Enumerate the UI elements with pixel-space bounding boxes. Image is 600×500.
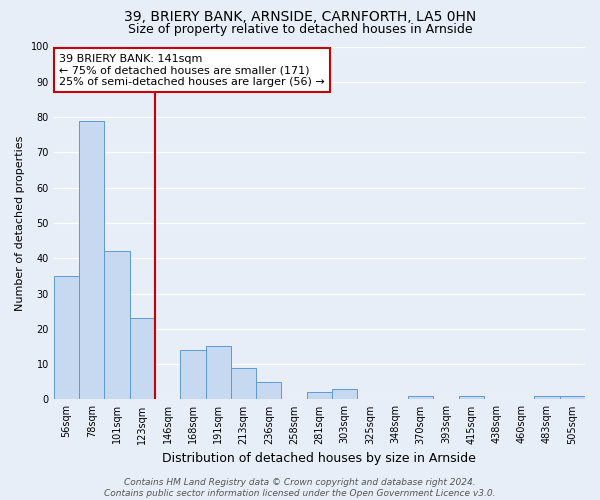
Text: Contains HM Land Registry data © Crown copyright and database right 2024.
Contai: Contains HM Land Registry data © Crown c… (104, 478, 496, 498)
Y-axis label: Number of detached properties: Number of detached properties (15, 136, 25, 310)
Bar (560, 396, 585, 400)
Bar (535, 396, 560, 400)
Text: 39, BRIERY BANK, ARNSIDE, CARNFORTH, LA5 0HN: 39, BRIERY BANK, ARNSIDE, CARNFORTH, LA5… (124, 10, 476, 24)
Bar (79, 120, 104, 400)
Bar (180, 350, 206, 400)
X-axis label: Distribution of detached houses by size in Arnside: Distribution of detached houses by size … (163, 452, 476, 465)
Bar (206, 346, 231, 400)
Bar (130, 318, 155, 400)
Bar (231, 368, 256, 400)
Bar (408, 396, 433, 400)
Bar (54, 276, 79, 400)
Text: Size of property relative to detached houses in Arnside: Size of property relative to detached ho… (128, 22, 472, 36)
Bar (332, 389, 358, 400)
Bar (256, 382, 281, 400)
Bar (307, 392, 332, 400)
Bar (458, 396, 484, 400)
Text: 39 BRIERY BANK: 141sqm
← 75% of detached houses are smaller (171)
25% of semi-de: 39 BRIERY BANK: 141sqm ← 75% of detached… (59, 54, 325, 87)
Bar (104, 251, 130, 400)
